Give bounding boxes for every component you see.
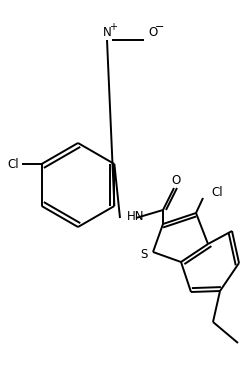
Text: +: + — [109, 22, 117, 32]
Text: S: S — [140, 248, 148, 260]
Text: Cl: Cl — [8, 158, 19, 170]
Text: O: O — [171, 174, 181, 187]
Text: N: N — [103, 25, 111, 38]
Text: −: − — [155, 22, 165, 32]
Text: HN: HN — [127, 210, 144, 224]
Text: O: O — [148, 25, 158, 38]
Text: Cl: Cl — [211, 187, 223, 199]
